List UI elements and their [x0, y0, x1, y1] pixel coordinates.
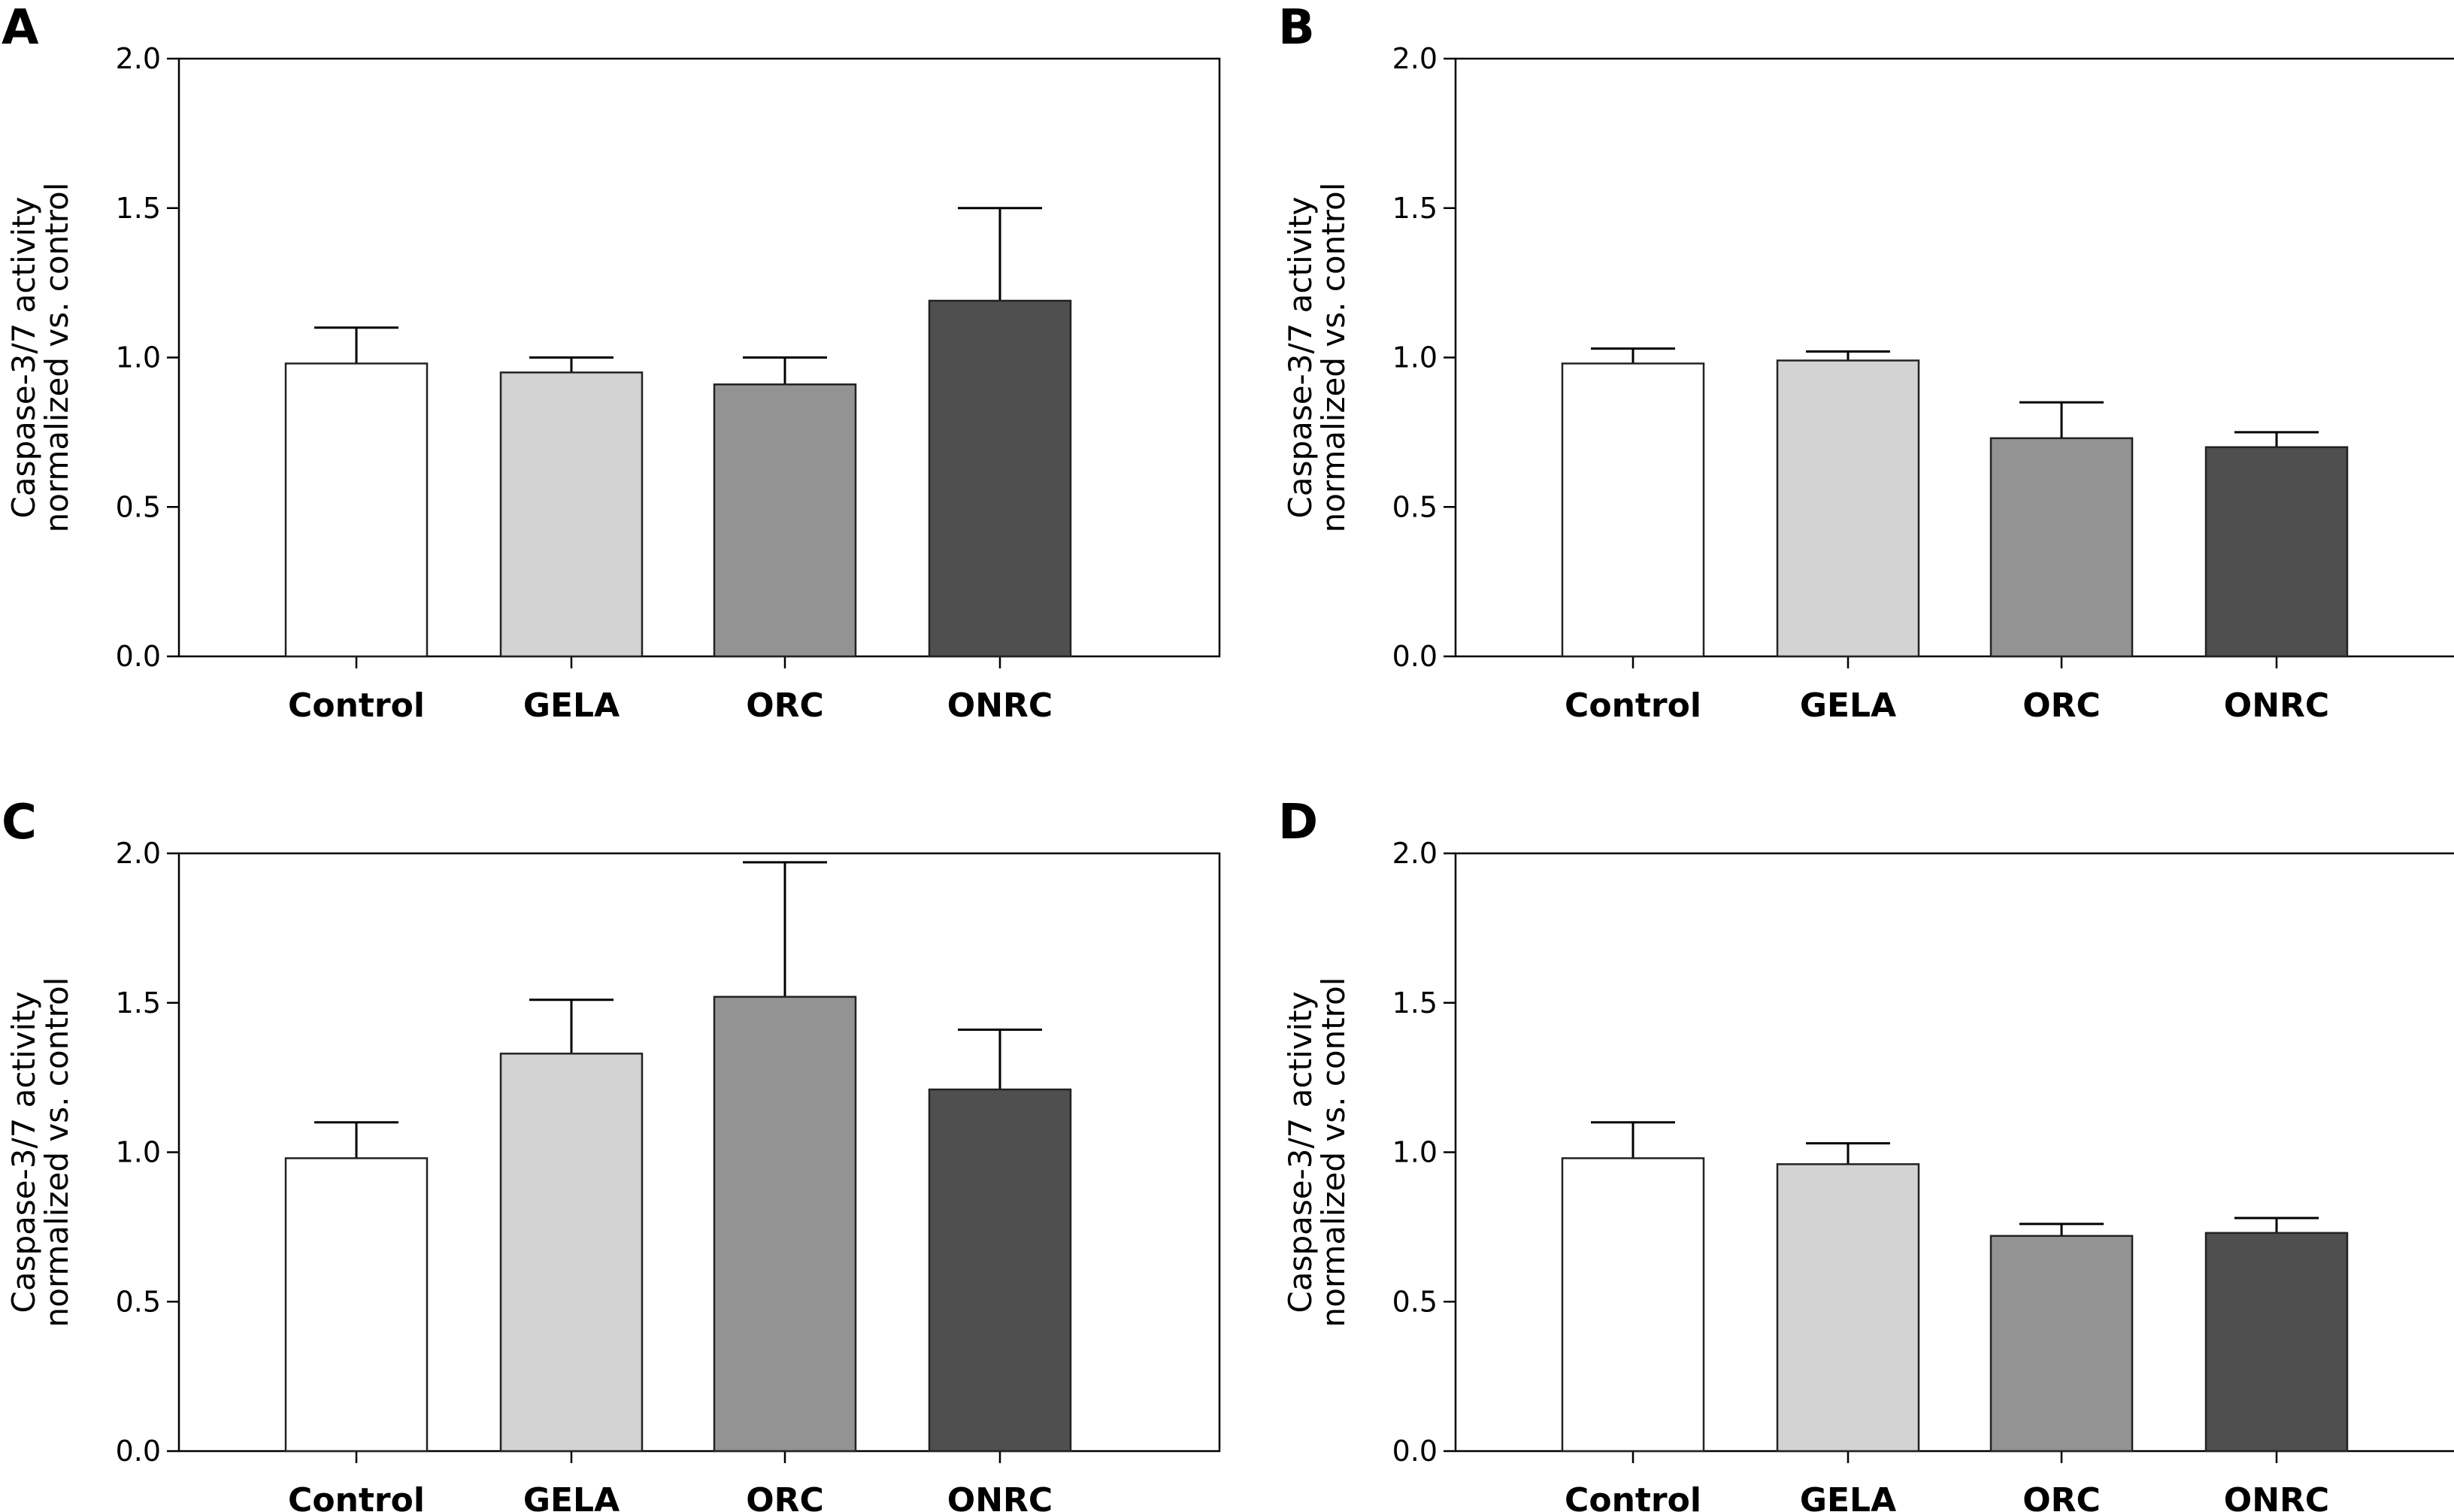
x-tick-label: ONRC	[2224, 686, 2329, 725]
y-tick-label: 0.5	[1392, 490, 1438, 523]
y-axis-label-line: normalized vs. control	[38, 977, 75, 1328]
y-tick-label: 0.5	[1392, 1285, 1438, 1318]
x-tick-label: Control	[1565, 686, 1701, 725]
y-tick-label: 0.0	[116, 640, 161, 673]
x-tick-label: GELA	[523, 686, 620, 725]
y-tick-label: 0.0	[1392, 640, 1438, 673]
x-tick-label: ONRC	[947, 1481, 1053, 1512]
x-tick-label: Control	[288, 686, 425, 725]
panel-letter: B	[1278, 0, 1315, 56]
x-tick-label: ONRC	[2224, 1481, 2329, 1512]
bar-control	[284, 362, 429, 658]
panel-letter: D	[1278, 795, 1318, 850]
bar-gela	[499, 371, 644, 658]
x-tick-label: ORC	[746, 686, 824, 725]
y-tick-label: 0.0	[1392, 1435, 1438, 1468]
x-tick-label: ORC	[2022, 686, 2101, 725]
y-tick-label: 1.5	[1392, 986, 1438, 1020]
y-tick-label: 0.5	[116, 490, 161, 523]
chart-panel-d: D 0.0 0.5 1.0 1.5 2.0 Caspase-3/7 activitynorm…	[1278, 795, 2454, 1512]
y-axis-label-line: Caspase-3/7 activity	[1282, 197, 1319, 519]
chart-panel-c: C 0.0 0.5 1.0 1.5 2.0 Caspase-3/7 activitynorm…	[2, 795, 1221, 1512]
chart-panel-a: A 0.0 0.5 1.0 1.5 2.0 Caspase-3/7 activitynorm…	[2, 0, 1221, 725]
y-tick-label: 2.0	[116, 42, 161, 75]
y-axis-label: Caspase-3/7 activitynormalized vs. contr…	[5, 977, 75, 1328]
y-tick-label: 1.5	[116, 192, 161, 225]
y-tick-label: 1.0	[116, 1136, 161, 1169]
y-tick-label: 2.0	[1392, 42, 1438, 75]
x-tick-label: Control	[1565, 1481, 1701, 1512]
x-tick-label: ORC	[746, 1481, 824, 1512]
x-tick-label: Control	[288, 1481, 425, 1512]
y-tick-label: 1.5	[1392, 192, 1438, 225]
x-tick-label: GELA	[1800, 1481, 1896, 1512]
y-tick-label: 0.5	[116, 1285, 161, 1318]
x-tick-label: GELA	[1800, 686, 1896, 725]
x-tick-label: ONRC	[947, 686, 1053, 725]
bar-onrc	[2204, 446, 2349, 658]
bar-gela	[499, 1053, 644, 1453]
y-axis-label-line: Caspase-3/7 activity	[1282, 992, 1319, 1314]
y-tick-label: 2.0	[1392, 837, 1438, 870]
x-tick-label: ORC	[2022, 1481, 2101, 1512]
panel-letter: A	[2, 0, 39, 56]
y-tick-label: 0.0	[116, 1435, 161, 1468]
bar-orc	[713, 383, 857, 658]
bar-orc	[1989, 1235, 2134, 1453]
x-tick-label: GELA	[523, 1481, 620, 1512]
bar-onrc	[928, 299, 1072, 658]
y-tick-label: 1.5	[116, 986, 161, 1020]
y-tick-label: 1.0	[1392, 1136, 1438, 1169]
bar-orc	[713, 995, 857, 1453]
y-tick-label: 1.0	[1392, 341, 1438, 374]
panel-letter: C	[2, 795, 37, 850]
y-axis-label: Caspase-3/7 activitynormalized vs. contr…	[1282, 183, 1352, 533]
y-tick-label: 2.0	[116, 837, 161, 870]
y-axis-label-line: Caspase-3/7 activity	[5, 197, 42, 519]
y-axis-label-line: normalized vs. control	[38, 183, 75, 533]
bar-control	[1561, 362, 1705, 658]
y-tick-label: 1.0	[116, 341, 161, 374]
y-axis-label-line: normalized vs. control	[1315, 977, 1352, 1328]
bar-onrc	[928, 1088, 1072, 1453]
chart-panel-b: B 0.0 0.5 1.0 1.5 2.0 Caspase-3/7 activitynorm…	[1278, 0, 2454, 725]
y-axis-label-line: Caspase-3/7 activity	[5, 992, 42, 1314]
bar-orc	[1989, 437, 2134, 658]
y-axis-label: Caspase-3/7 activitynormalized vs. contr…	[1282, 977, 1352, 1328]
bar-onrc	[2204, 1232, 2349, 1453]
bar-gela	[1776, 1163, 1920, 1453]
y-axis-label: Caspase-3/7 activitynormalized vs. contr…	[5, 183, 75, 533]
y-axis-label-line: normalized vs. control	[1315, 183, 1352, 533]
bar-gela	[1776, 359, 1920, 658]
bar-control	[284, 1157, 429, 1453]
bar-control	[1561, 1157, 1705, 1453]
